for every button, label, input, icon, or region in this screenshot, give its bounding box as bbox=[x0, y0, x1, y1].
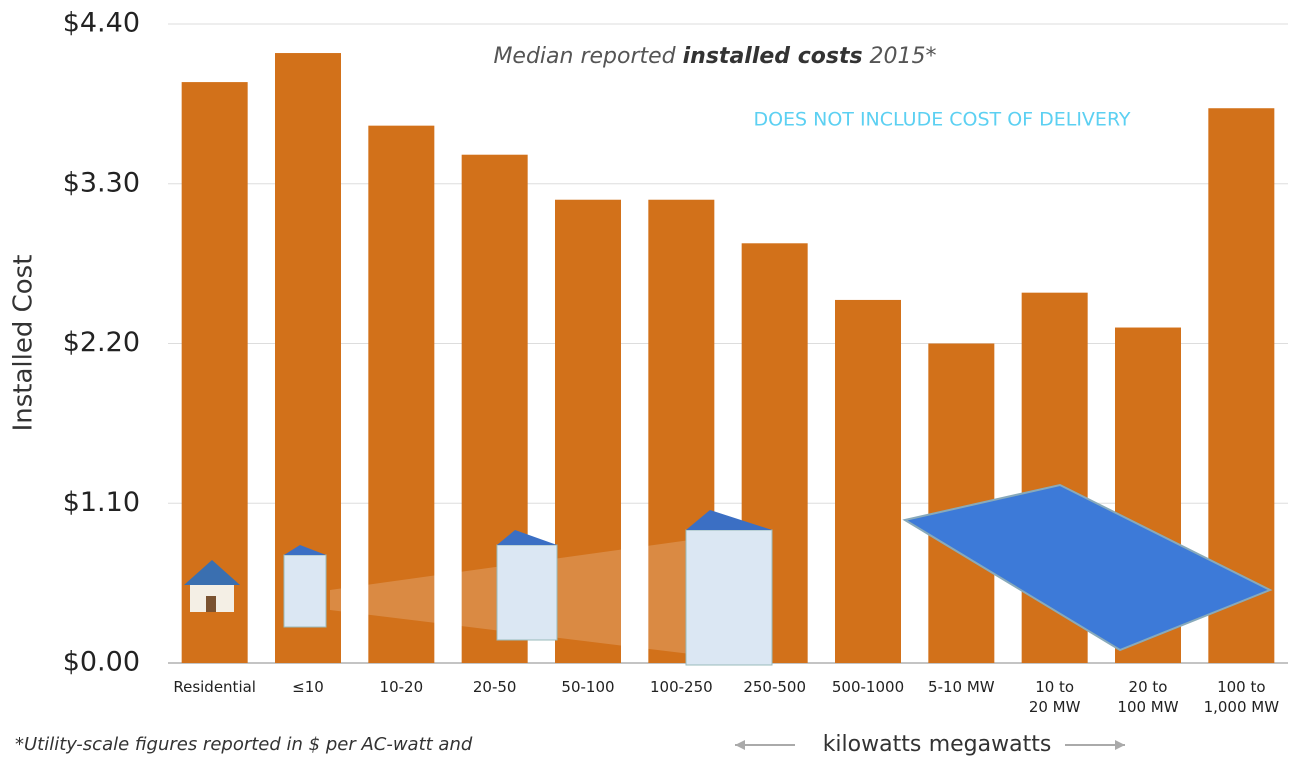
grid bbox=[168, 23, 1288, 664]
x-tick-label: 5-10 MW bbox=[928, 678, 995, 696]
footnote: *Utility-scale figures reported in $ per… bbox=[15, 734, 473, 755]
icons bbox=[184, 483, 1273, 666]
bar bbox=[835, 299, 901, 663]
title-part: Median reported bbox=[493, 44, 682, 69]
x-tick-label: 250-500 bbox=[743, 678, 806, 696]
y-tick-label: $1.10 bbox=[63, 487, 140, 518]
bar bbox=[368, 125, 435, 664]
y-tick-label: $0.00 bbox=[63, 647, 140, 678]
x-tick-label: 20 to 100 MW bbox=[1117, 678, 1179, 716]
x-tick-label: 20-50 bbox=[472, 678, 517, 696]
scale-label: megawatts bbox=[929, 732, 1052, 757]
y-tick-label: $3.30 bbox=[63, 167, 140, 198]
x-tick-label: ≤10 bbox=[292, 678, 324, 696]
arrowhead bbox=[735, 740, 745, 750]
x-tick-label: 100-250 bbox=[649, 678, 713, 696]
x-tick-label: 50-100 bbox=[561, 678, 615, 696]
chart-title: Median reported installed costs 2015* bbox=[493, 44, 936, 69]
x-tick-label: Residential bbox=[173, 678, 256, 696]
x-tick-label: 10-20 bbox=[379, 678, 424, 696]
y-tick-label: $2.20 bbox=[63, 327, 140, 358]
scale-label: kilowatts bbox=[823, 732, 922, 757]
title-part: installed costs bbox=[683, 44, 863, 69]
title-part: 2015* bbox=[863, 44, 937, 69]
x-tick-label: 500-1000 bbox=[831, 678, 905, 696]
annotation: DOES NOT INCLUDE COST OF DELIVERY bbox=[753, 109, 1130, 131]
arrowhead bbox=[1115, 740, 1125, 750]
bar bbox=[555, 199, 621, 663]
x-tick-label: 10 to 20 MW bbox=[1028, 678, 1081, 716]
y-axis-label: Installed Cost bbox=[9, 255, 39, 432]
y-tick-label: $4.40 bbox=[63, 8, 140, 39]
x-tick-label: 100 to 1,000 MW bbox=[1203, 678, 1280, 716]
